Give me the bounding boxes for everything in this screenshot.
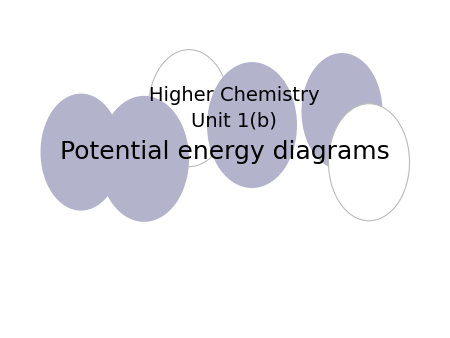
Ellipse shape xyxy=(302,53,382,170)
Ellipse shape xyxy=(207,62,297,188)
Text: Higher Chemistry
Unit 1(b): Higher Chemistry Unit 1(b) xyxy=(148,86,320,130)
Text: Potential energy diagrams: Potential energy diagrams xyxy=(60,140,390,164)
Ellipse shape xyxy=(328,104,410,221)
Ellipse shape xyxy=(40,94,122,211)
Ellipse shape xyxy=(99,96,189,222)
Ellipse shape xyxy=(148,50,230,167)
